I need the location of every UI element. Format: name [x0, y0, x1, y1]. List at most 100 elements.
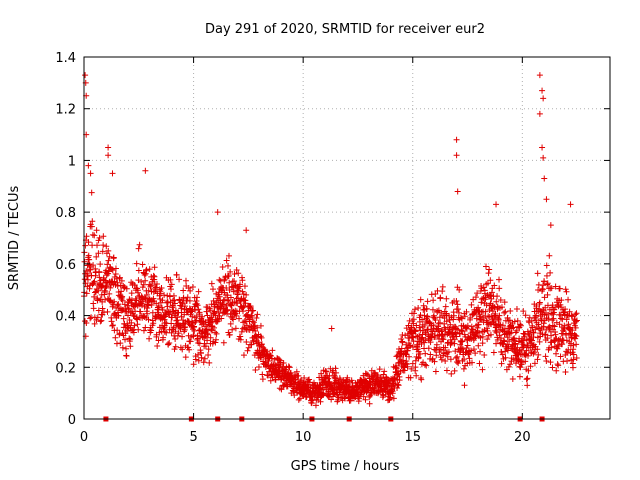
data-point	[455, 309, 462, 316]
y-tick-label: 0.2	[55, 361, 76, 376]
data-point	[186, 346, 193, 353]
data-point	[252, 328, 259, 335]
data-point	[95, 307, 102, 314]
data-point	[286, 364, 293, 371]
data-point	[383, 374, 390, 381]
data-point	[121, 301, 128, 308]
data-point	[210, 297, 217, 304]
data-point	[276, 356, 283, 363]
data-point	[437, 319, 444, 326]
data-point	[192, 356, 199, 363]
data-point	[113, 340, 120, 347]
x-tick-label: 10	[295, 430, 312, 445]
data-point	[549, 364, 556, 371]
data-point	[159, 297, 166, 304]
data-point	[394, 381, 401, 388]
data-point	[495, 316, 502, 323]
data-point	[523, 376, 530, 383]
data-point	[109, 322, 116, 329]
data-point	[562, 369, 569, 376]
data-point	[190, 361, 197, 368]
data-point	[553, 350, 560, 357]
data-point	[539, 144, 546, 151]
data-point	[211, 308, 218, 315]
data-point	[573, 317, 580, 324]
data-point	[444, 353, 451, 360]
data-point	[233, 312, 240, 319]
data-point	[198, 354, 205, 361]
data-point	[458, 327, 465, 334]
y-tick-label: 1.2	[55, 103, 76, 118]
data-point	[200, 359, 207, 366]
data-point	[232, 325, 239, 332]
plot-frame	[83, 56, 611, 420]
data-point	[433, 352, 440, 359]
data-point	[213, 330, 220, 337]
data-point	[496, 312, 503, 319]
data-point	[243, 322, 250, 329]
data-point	[453, 136, 460, 143]
data-point	[425, 345, 432, 352]
data-point	[306, 376, 313, 383]
data-point	[543, 358, 550, 365]
data-point	[90, 305, 97, 312]
data-point	[187, 287, 194, 294]
data-point	[487, 331, 494, 338]
data-point	[409, 360, 416, 367]
data-point	[544, 280, 551, 287]
data-point	[499, 351, 506, 358]
data-point	[82, 72, 89, 79]
data-point	[514, 344, 521, 351]
data-point	[204, 331, 211, 338]
data-point	[138, 293, 145, 300]
data-point	[140, 327, 147, 334]
data-point	[114, 302, 121, 309]
data-point	[167, 286, 174, 293]
data-point	[119, 297, 126, 304]
data-point	[123, 345, 130, 352]
data-point	[547, 269, 554, 276]
data-point	[230, 288, 237, 295]
data-point	[572, 318, 579, 325]
data-point	[443, 312, 450, 319]
data-point	[463, 308, 470, 315]
data-point	[501, 299, 508, 306]
data-point	[447, 321, 454, 328]
data-point	[476, 360, 483, 367]
data-point	[195, 306, 202, 313]
data-point	[115, 312, 122, 319]
data-point	[570, 342, 577, 349]
data-point	[374, 372, 381, 379]
data-point	[254, 311, 261, 318]
data-point	[140, 281, 147, 288]
data-point	[432, 368, 439, 375]
data-point	[119, 293, 126, 300]
data-point	[232, 282, 239, 289]
data-point	[473, 315, 480, 322]
data-point	[390, 395, 397, 402]
y-tick-label: 0.4	[55, 310, 76, 325]
data-point	[419, 316, 426, 323]
data-point	[497, 297, 504, 304]
data-point	[159, 306, 166, 313]
data-point	[138, 278, 145, 285]
data-point	[99, 248, 106, 255]
data-point	[546, 252, 553, 259]
data-point	[242, 325, 249, 332]
data-point	[206, 359, 213, 366]
data-point	[142, 277, 149, 284]
y-tick-label: 0	[68, 413, 76, 428]
data-point	[524, 375, 531, 382]
data-point	[562, 306, 569, 313]
data-point	[344, 374, 351, 381]
data-point	[204, 330, 211, 337]
data-point	[167, 276, 174, 283]
data-point	[230, 316, 237, 323]
data-point	[539, 87, 546, 94]
data-point	[91, 293, 98, 300]
data-point	[182, 354, 189, 361]
data-point	[180, 287, 187, 294]
data-point	[535, 287, 542, 294]
data-point	[512, 341, 519, 348]
data-point	[544, 291, 551, 298]
